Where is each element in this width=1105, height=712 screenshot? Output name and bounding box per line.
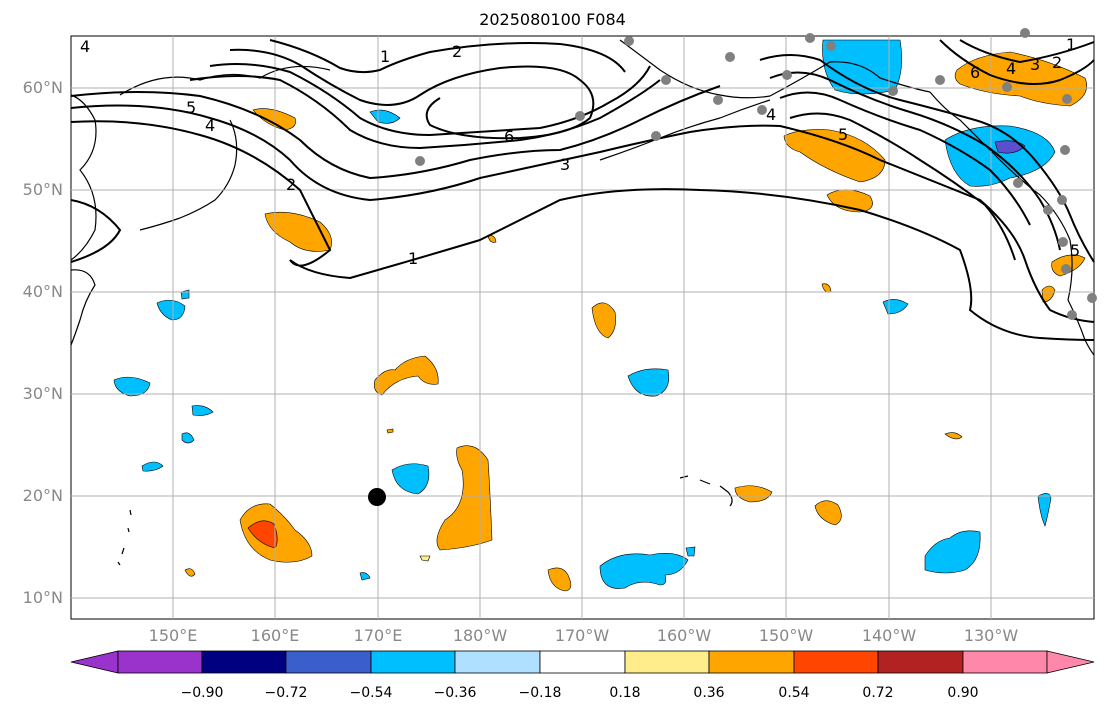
colorbar-bin	[793, 650, 879, 674]
contour-label: 6	[970, 63, 980, 82]
anomaly-negative	[685, 546, 696, 557]
contour-label: 5	[838, 125, 848, 144]
anomaly-negative	[1037, 493, 1052, 527]
lon-label: 170°E	[353, 626, 403, 645]
station-markers	[415, 28, 1097, 320]
lat-label: 10°N	[22, 588, 63, 607]
anomaly-positive	[374, 355, 439, 396]
colorbar-bin	[201, 650, 287, 674]
anomaly-negative	[181, 432, 195, 444]
colorbar-tick-label: −0.90	[180, 685, 224, 701]
anomaly-positive	[436, 445, 493, 551]
anomaly-positive	[252, 108, 296, 131]
contour-label: 1	[380, 47, 390, 66]
colorbar-tick-label: 0.72	[862, 685, 894, 701]
contour-label: 4	[766, 105, 776, 124]
anomaly-positive	[944, 432, 963, 440]
colorbar-tick-label: −0.72	[264, 685, 308, 701]
map-plot-area: 1 2 3 4 5 6 1 2 4 4 5 6 4 3 2 1 5	[70, 28, 1097, 620]
anomaly-negative	[359, 572, 371, 581]
lon-label: 160°E	[250, 626, 300, 645]
anomaly-fields	[113, 39, 1087, 592]
lon-label: 160°W	[656, 626, 712, 645]
colorbar-bin	[962, 650, 1048, 674]
contour-label: 5	[1070, 241, 1080, 260]
contour-label: 5	[186, 98, 196, 117]
lat-label: 50°N	[22, 180, 63, 199]
anomaly-negative	[391, 463, 430, 495]
anomaly-positive	[419, 555, 431, 562]
lon-label: 130°W	[963, 626, 1019, 645]
storm-marker	[368, 488, 386, 506]
colorbar-bin	[624, 650, 710, 674]
anomaly-negative	[156, 299, 186, 321]
map-title: 2025080100 F084	[479, 10, 626, 29]
contour-label: 6	[504, 127, 514, 146]
contour-label: 3	[1030, 55, 1040, 74]
lon-label: 150°E	[148, 626, 198, 645]
colorbar-bin	[454, 650, 541, 674]
contour-label: 1	[408, 249, 418, 268]
colorbar-bin	[877, 650, 964, 674]
lat-label: 40°N	[22, 282, 63, 301]
lon-label: 170°W	[554, 626, 610, 645]
contour-label: 4	[205, 116, 215, 135]
colorbar-tick-label: 0.36	[693, 685, 725, 701]
anomaly-positive	[1041, 285, 1056, 303]
colorbar-bin	[539, 650, 626, 674]
lon-label: 150°W	[758, 626, 814, 645]
contour-label: 1	[1066, 35, 1076, 54]
colorbar-tick-label: 0.18	[609, 685, 641, 701]
contour-label-group: 1 2 3 4 5 6 1 2 4 4 5 6 4 3 2 1 5	[80, 35, 1080, 268]
colorbar-tick-label: −0.36	[433, 685, 477, 701]
anomaly-positive	[487, 235, 497, 243]
colorbar-bin	[285, 650, 372, 674]
anomaly-negative	[141, 461, 164, 472]
anomaly-positive	[814, 500, 842, 526]
colorbar-bin	[370, 650, 456, 674]
anomaly-negative	[113, 376, 151, 397]
colorbar-tick-label: 0.90	[947, 685, 979, 701]
graticule	[71, 36, 1094, 619]
contour-label: 2	[452, 42, 462, 61]
lon-label: 140°W	[861, 626, 917, 645]
anomaly-positive	[547, 567, 572, 592]
contour-label: 4	[1006, 59, 1016, 78]
contour-label: 2	[286, 175, 296, 194]
colorbar-tick-label: −0.18	[518, 685, 562, 701]
colorbar-min-extend	[70, 650, 119, 674]
lat-label: 30°N	[22, 384, 63, 403]
lon-label: 180°W	[452, 626, 508, 645]
colorbar-tick-label: −0.54	[349, 685, 393, 701]
anomaly-positive	[954, 51, 1087, 107]
anomaly-negative	[994, 140, 1026, 154]
colorbar-tick-label: 0.54	[778, 685, 810, 701]
colorbar-bin	[117, 650, 203, 674]
contour-label: 2	[1052, 53, 1062, 72]
lat-label: 60°N	[22, 78, 63, 97]
colorbar	[70, 650, 1095, 674]
colorbar-bin	[708, 650, 795, 674]
anomaly-positive	[386, 428, 394, 434]
anomaly-positive	[247, 520, 278, 549]
lat-label: 20°N	[22, 486, 63, 505]
anomaly-positive	[184, 568, 196, 577]
anomaly-negative	[924, 530, 981, 574]
contour-label: 4	[80, 37, 90, 56]
anomaly-positive	[591, 302, 616, 339]
anomaly-negative	[627, 368, 670, 397]
anomaly-negative	[191, 405, 214, 416]
colorbar-max-extend	[1046, 650, 1095, 674]
contour-label: 3	[560, 155, 570, 174]
anomaly-positive	[783, 129, 886, 183]
contour-lines	[70, 39, 1095, 341]
anomaly-negative	[599, 553, 689, 589]
